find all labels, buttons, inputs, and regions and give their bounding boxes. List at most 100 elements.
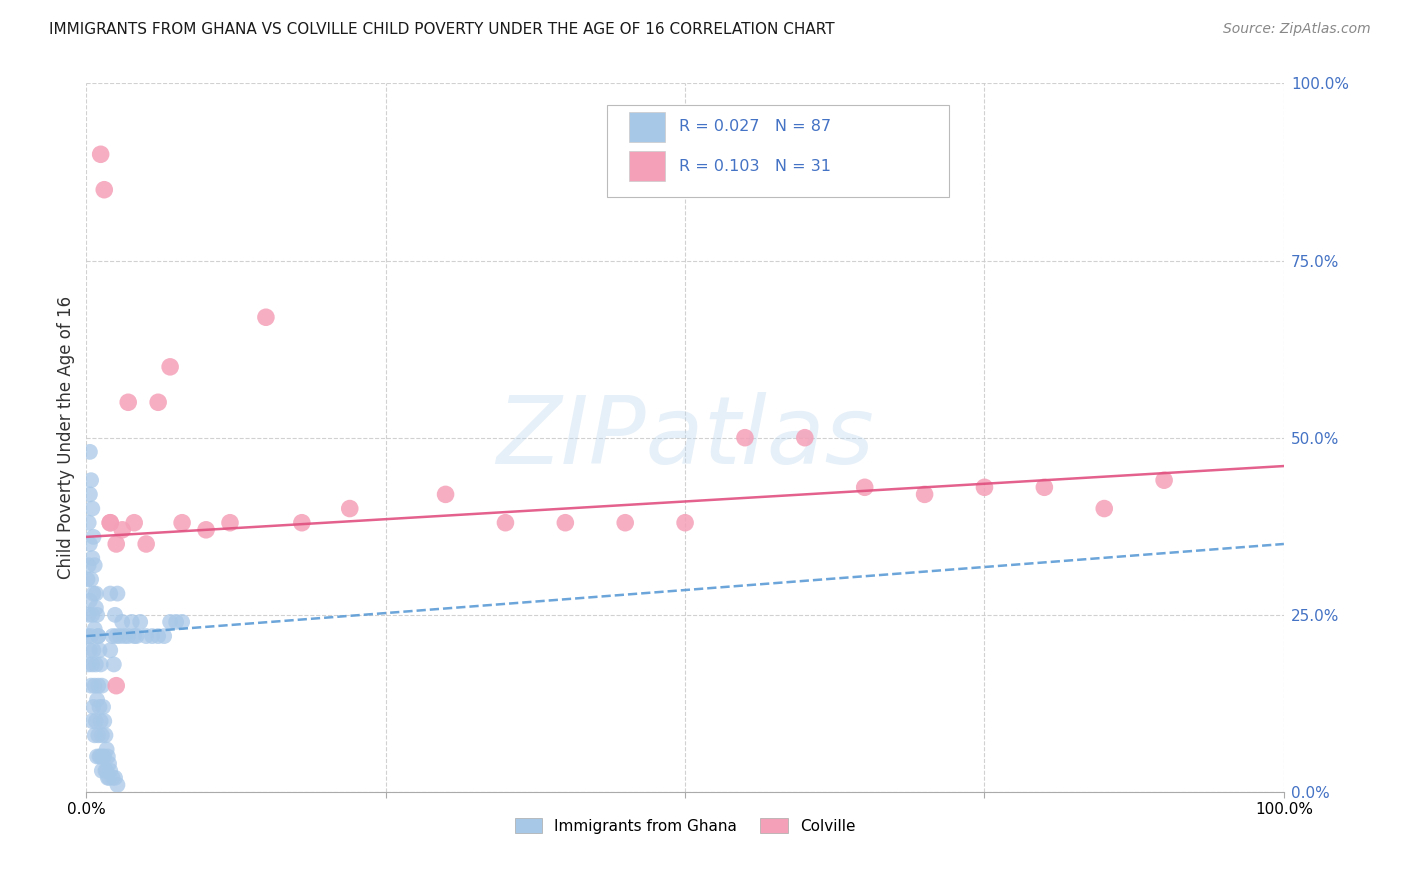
Point (494, 516, 516, 530)
Point (83, 558, 105, 573)
Point (93, 183, 115, 197)
Point (103, 657, 125, 672)
Point (122, 516, 145, 530)
FancyBboxPatch shape (628, 112, 665, 142)
Point (105, 537, 128, 551)
Point (76, 573, 98, 587)
Point (104, 607, 127, 622)
Point (1092, 501, 1115, 516)
Point (122, 629, 145, 643)
Point (80, 573, 103, 587)
Point (77, 657, 100, 672)
Point (80, 473, 103, 487)
Point (93, 749, 115, 764)
Point (84, 600, 107, 615)
Point (125, 629, 148, 643)
Point (87, 629, 110, 643)
Point (89, 700, 111, 714)
Point (98, 516, 121, 530)
Point (1153, 473, 1175, 487)
Point (90, 764, 112, 778)
Point (105, 679, 128, 693)
Point (96, 764, 118, 778)
Point (554, 516, 576, 530)
Point (159, 615, 181, 629)
Point (79, 487, 101, 501)
Point (83, 622, 105, 636)
Point (87, 679, 110, 693)
Point (84, 714, 107, 728)
Point (82, 657, 104, 672)
Point (86, 693, 108, 707)
Point (914, 487, 936, 501)
Point (98, 771, 121, 785)
Y-axis label: Child Poverty Under the Age of 16: Child Poverty Under the Age of 16 (58, 296, 75, 579)
Point (853, 480, 876, 494)
Point (96, 742, 118, 756)
Point (159, 359, 181, 374)
Point (86, 749, 108, 764)
Point (107, 778, 129, 792)
Point (87, 629, 110, 643)
Point (101, 771, 124, 785)
Point (172, 615, 194, 629)
Point (254, 310, 277, 325)
Point (94, 728, 117, 742)
Point (98, 764, 121, 778)
Text: ZIPatlas: ZIPatlas (496, 392, 875, 483)
Point (673, 516, 696, 530)
Point (79, 537, 101, 551)
Point (98, 516, 121, 530)
Point (77, 516, 100, 530)
Point (107, 586, 129, 600)
Point (80, 679, 103, 693)
Point (219, 516, 242, 530)
Point (135, 537, 157, 551)
Point (77, 607, 100, 622)
Point (153, 629, 176, 643)
Point (104, 771, 127, 785)
Point (80, 629, 103, 643)
Point (79, 643, 101, 657)
Point (291, 516, 314, 530)
Point (83, 728, 105, 742)
Point (172, 516, 194, 530)
Point (84, 657, 107, 672)
Point (82, 586, 104, 600)
Point (614, 516, 637, 530)
Point (117, 629, 139, 643)
Point (91, 749, 114, 764)
Point (793, 431, 815, 445)
Point (82, 530, 104, 544)
Point (93, 714, 115, 728)
Point (79, 593, 101, 607)
Point (146, 629, 169, 643)
Point (89, 749, 111, 764)
Point (434, 487, 457, 501)
Point (339, 501, 361, 516)
Point (973, 480, 995, 494)
Point (82, 607, 104, 622)
Text: R = 0.103   N = 31: R = 0.103 N = 31 (679, 159, 831, 174)
Point (77, 558, 100, 573)
Point (105, 629, 128, 643)
FancyBboxPatch shape (628, 152, 665, 181)
Point (90, 657, 112, 672)
Point (82, 700, 104, 714)
Point (108, 629, 131, 643)
Point (195, 523, 218, 537)
Legend: Immigrants from Ghana, Colville: Immigrants from Ghana, Colville (515, 818, 855, 834)
Point (101, 629, 124, 643)
Point (82, 551, 104, 566)
Point (97, 771, 120, 785)
Point (165, 615, 187, 629)
Point (82, 643, 104, 657)
Point (86, 607, 108, 622)
Text: Source: ZipAtlas.com: Source: ZipAtlas.com (1223, 22, 1371, 37)
Point (90, 147, 112, 161)
Point (141, 629, 163, 643)
Point (734, 431, 756, 445)
Point (1033, 480, 1056, 494)
Point (135, 629, 157, 643)
Point (117, 395, 139, 409)
